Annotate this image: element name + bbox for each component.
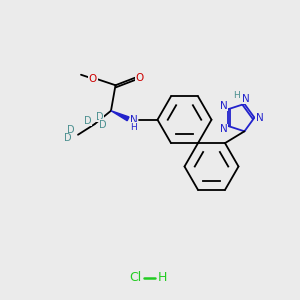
Polygon shape (111, 111, 129, 121)
Text: H: H (130, 123, 137, 132)
Text: D: D (84, 116, 92, 126)
Text: Cl: Cl (129, 271, 141, 284)
Text: O: O (136, 73, 144, 83)
Text: O: O (89, 74, 97, 84)
Text: N: N (242, 94, 250, 104)
Text: N: N (220, 124, 228, 134)
Text: D: D (96, 112, 104, 122)
Text: D: D (99, 120, 107, 130)
Text: N: N (220, 101, 228, 111)
Text: H: H (233, 91, 240, 100)
Text: N: N (130, 115, 137, 125)
Text: H: H (157, 271, 167, 284)
Text: D: D (64, 133, 71, 143)
Text: N: N (256, 112, 264, 123)
Text: D: D (67, 125, 74, 135)
